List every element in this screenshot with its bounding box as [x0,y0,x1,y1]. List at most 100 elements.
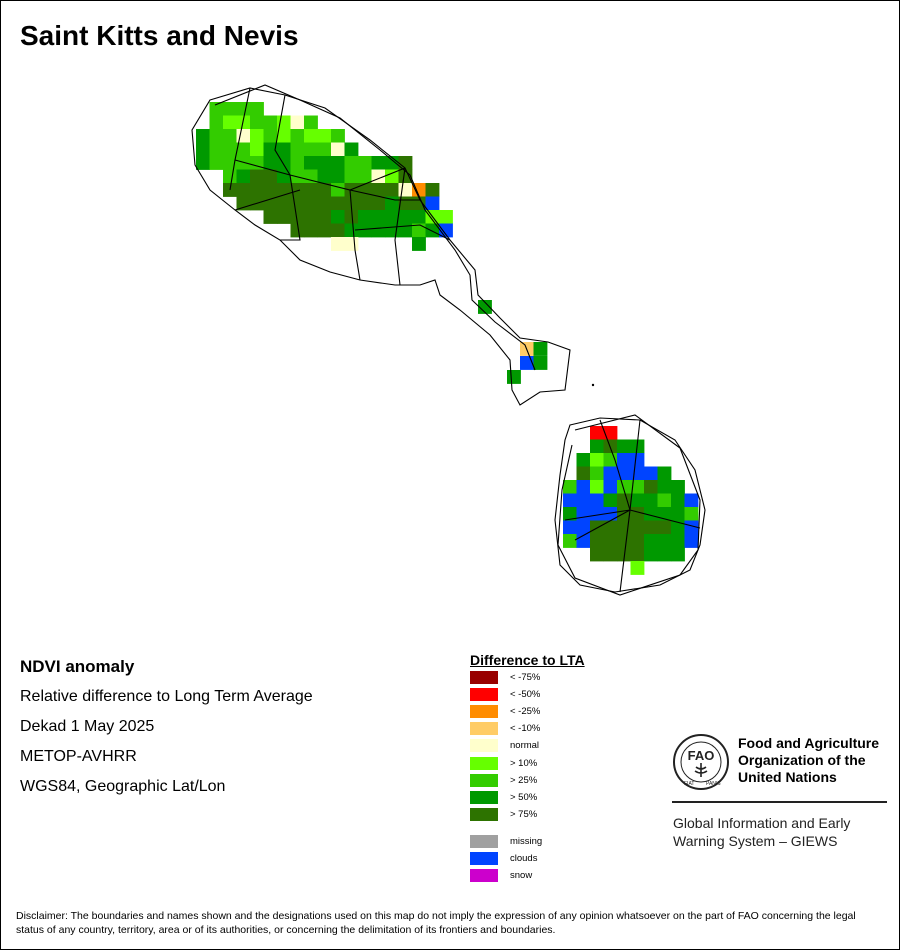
legend-swatch [470,869,498,882]
anomaly-pixel [630,507,645,521]
anomaly-pixel [590,547,604,562]
anomaly-pixel [331,129,345,143]
anomaly-pixel [331,183,345,197]
islet [591,383,595,387]
anomaly-pixel [644,480,658,494]
anomaly-pixel [344,156,359,170]
anomaly-pixel [263,142,278,157]
anomaly-pixel [304,210,318,224]
svg-text:PANIS: PANIS [706,781,721,787]
anomaly-pixel [196,156,210,170]
anomaly-pixel [563,520,577,535]
anomaly-pixel [358,169,372,184]
anomaly-pixel [290,115,305,130]
legend-label: > 75% [510,808,538,820]
anomaly-pixel [630,520,645,535]
anomaly-pixel [290,196,305,211]
anomaly-pixel [263,115,278,130]
anomaly-pixel [277,169,291,184]
anomaly-pixel [385,169,399,184]
anomaly-pixel [644,466,658,481]
anomaly-pixel [263,156,278,170]
anomaly-pixel [331,142,345,157]
anomaly-pixel [371,183,386,197]
anomaly-pixel [439,210,453,224]
anomaly-pixel [398,183,413,197]
anomaly-pixel [603,493,618,508]
anomaly-pixel [617,480,631,494]
anomaly-pixel [590,426,604,440]
anomaly-pixel [398,210,413,224]
anomaly-pixel [657,466,672,481]
anomaly-pixel [630,534,645,548]
legend-swatch [470,790,498,804]
anomaly-pixel [358,183,372,197]
anomaly-pixel [478,300,492,314]
anomaly-pixel [304,196,318,211]
anomaly-pixel [263,183,278,197]
anomaly-pixel [344,237,359,251]
anomaly-pixel [236,156,251,170]
parish-line [629,419,641,511]
anomaly-pixel [425,183,440,197]
anomaly-pixel [331,196,345,211]
svg-text:FAO: FAO [688,748,715,763]
anomaly-pixel [398,223,413,238]
anomaly-pixel [290,183,305,197]
parish-line [349,189,420,201]
island-boundaries [191,84,706,596]
anomaly-pixel [196,142,210,157]
parish-line [394,167,406,286]
anomaly-pixel [236,142,251,157]
anomaly-pixel [250,169,264,184]
anomaly-pixel [236,129,251,143]
anomaly-pixel [590,453,604,467]
legend-label: normal [510,740,540,752]
fao-name: Food and Agriculture Organization of the… [738,735,880,785]
anomaly-pixel [250,129,264,143]
legend-label: < -50% [510,689,541,701]
anomaly-pixel [412,223,426,238]
anomaly-pixel [358,196,372,211]
ndvi-map [191,84,706,596]
anomaly-pixel [617,534,631,548]
anomaly-pixel [317,223,332,238]
anomaly-pixel [317,183,332,197]
anomaly-pixel [344,169,359,184]
anomaly-pixel [603,534,618,548]
anomaly-pixel [603,507,618,521]
anomaly-pixels [196,102,699,575]
anomaly-pixel [304,156,318,170]
anomaly-pixel [671,520,685,535]
nevis-boundary-alt [557,414,701,596]
parish-line [274,94,291,176]
anomaly-pixel [684,507,699,521]
anomaly-pixel [507,370,521,384]
anomaly-pixel [644,507,658,521]
anomaly-pixel [371,196,386,211]
legend-label: clouds [510,853,538,864]
anomaly-pixel [576,507,591,521]
disclaimer: Disclaimer: The boundaries and names sho… [16,910,856,936]
info-line: METOP-AVHRR [20,748,137,765]
anomaly-pixel [644,534,658,548]
anomaly-pixel [317,156,332,170]
anomaly-pixel [603,466,618,481]
anomaly-pixel [358,210,372,224]
legend-label: > 25% [510,774,538,786]
giews-name: Global Information and Early Warning Sys… [673,815,851,849]
anomaly-pixel [317,142,332,157]
anomaly-pixel [304,129,318,143]
anomaly-pixel [236,102,251,116]
legend-swatch [470,739,498,753]
anomaly-pixel [657,534,672,548]
anomaly-pixel [250,142,264,157]
anomaly-pixel [223,129,237,143]
anomaly-pixel [250,102,264,116]
anomaly-pixel [223,115,237,130]
anomaly-pixel [630,547,645,562]
legend-title: Difference to LTA [470,652,585,668]
anomaly-pixel [671,547,685,562]
anomaly-pixel [371,156,386,170]
map-title: Saint Kitts and Nevis [20,20,299,51]
